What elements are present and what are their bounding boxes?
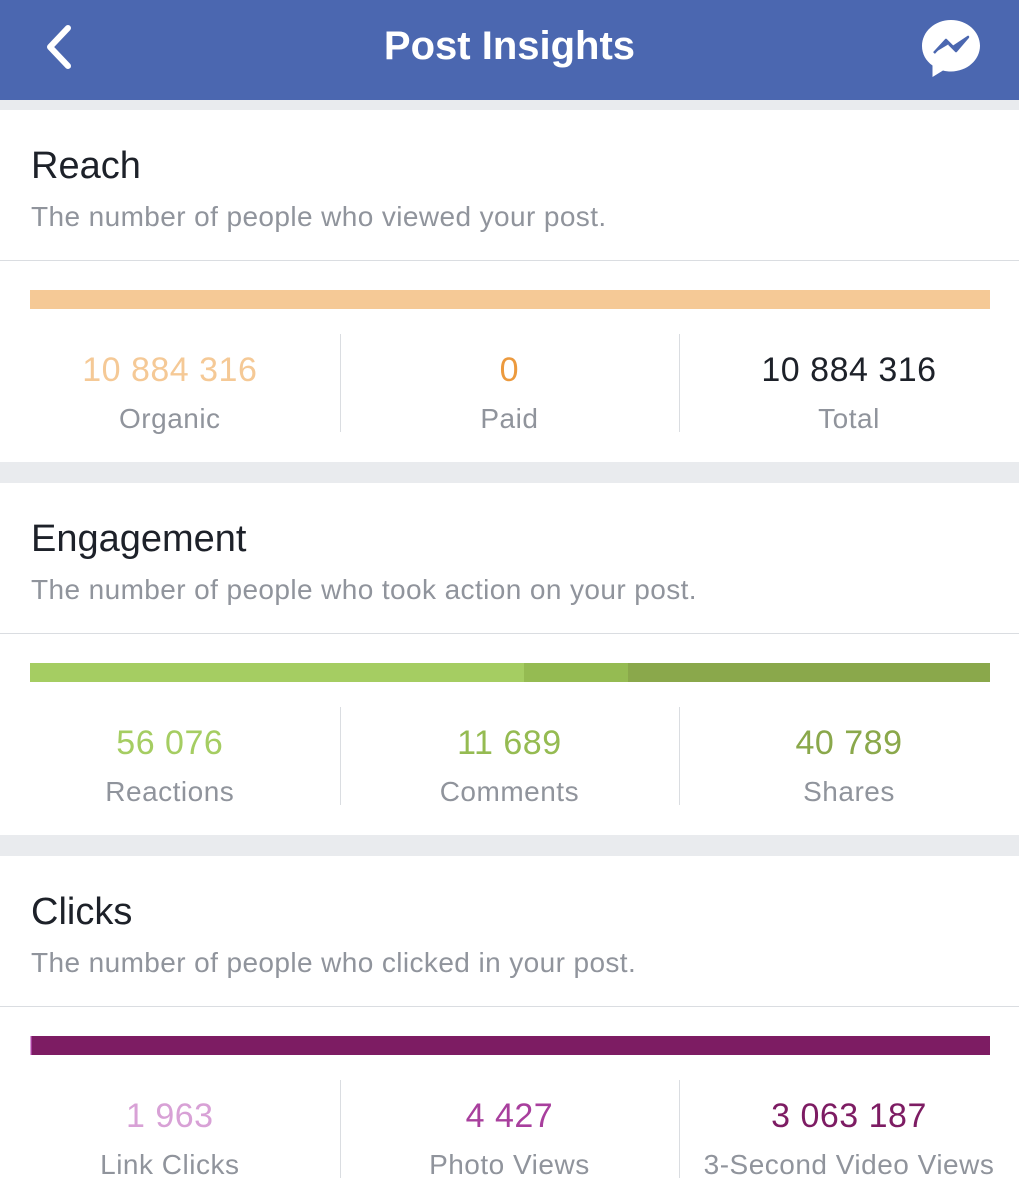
reach-bar <box>30 290 990 309</box>
stat-value: 10 884 316 <box>82 351 258 389</box>
reach-header: Reach The number of people who viewed yo… <box>0 110 1019 261</box>
nav-bar: Post Insights <box>0 0 1019 100</box>
bar-segment <box>30 663 525 682</box>
stat-label: Total <box>818 403 880 434</box>
stat-total[interactable]: 10 884 316 Total <box>679 334 1019 434</box>
stat-label: Reactions <box>105 776 235 807</box>
stat-value: 40 789 <box>795 724 903 762</box>
stat-value: 56 076 <box>116 724 224 762</box>
stat-organic[interactable]: 10 884 316 Organic <box>0 334 340 434</box>
back-button[interactable] <box>40 24 80 70</box>
stat-value: 3 063 187 <box>771 1097 927 1135</box>
reach-section: Reach The number of people who viewed yo… <box>0 110 1019 462</box>
engagement-stats: 56 076 Reactions 11 689 Comments 40 789 … <box>0 707 1019 807</box>
stat-shares[interactable]: 40 789 Shares <box>679 707 1019 807</box>
stat-label: Paid <box>480 403 539 434</box>
clicks-bar <box>30 1036 990 1055</box>
stat-video-views[interactable]: 3 063 187 3-Second Video Views <box>679 1080 1019 1180</box>
reach-title: Reach <box>31 145 141 187</box>
stat-value: 0 <box>499 351 520 389</box>
reach-stats: 10 884 316 Organic 0 Paid 10 884 316 Tot… <box>0 334 1019 434</box>
stat-label: Link Clicks <box>100 1149 240 1180</box>
stat-label: Shares <box>803 776 895 807</box>
reach-description: The number of people who viewed your pos… <box>31 201 607 232</box>
engagement-section: Engagement The number of people who took… <box>0 483 1019 835</box>
bar-segment <box>30 1036 32 1055</box>
stat-reactions[interactable]: 56 076 Reactions <box>0 707 340 807</box>
engagement-header: Engagement The number of people who took… <box>0 483 1019 634</box>
stat-label: Organic <box>119 403 221 434</box>
bar-segment <box>30 290 990 309</box>
stat-value: 4 427 <box>465 1097 554 1135</box>
page-title: Post Insights <box>383 24 636 68</box>
stat-value: 10 884 316 <box>761 351 937 389</box>
stat-label: 3-Second Video Views <box>703 1149 995 1180</box>
stat-label: Comments <box>439 776 580 807</box>
clicks-description: The number of people who clicked in your… <box>31 947 637 978</box>
clicks-stats: 1 963 Link Clicks 4 427 Photo Views 3 06… <box>0 1080 1019 1180</box>
messenger-button[interactable] <box>918 16 984 80</box>
clicks-section: Clicks The number of people who clicked … <box>0 856 1019 1200</box>
engagement-title: Engagement <box>31 518 247 560</box>
stat-paid[interactable]: 0 Paid <box>339 334 680 434</box>
bar-segment <box>628 663 990 682</box>
stat-photo-views[interactable]: 4 427 Photo Views <box>339 1080 680 1180</box>
stat-comments[interactable]: 11 689 Comments <box>339 707 680 807</box>
chevron-left-icon <box>47 25 71 69</box>
engagement-bar <box>30 663 990 682</box>
stat-link-clicks[interactable]: 1 963 Link Clicks <box>0 1080 340 1180</box>
clicks-title: Clicks <box>31 891 133 933</box>
clicks-header: Clicks The number of people who clicked … <box>0 856 1019 1007</box>
stat-value: 1 963 <box>126 1097 214 1135</box>
stat-label: Photo Views <box>429 1149 590 1180</box>
bar-segment <box>31 1036 990 1055</box>
bar-segment <box>524 663 629 682</box>
messenger-icon <box>922 20 980 77</box>
bar-segment <box>30 1036 31 1055</box>
stat-value: 11 689 <box>457 724 562 762</box>
engagement-description: The number of people who took action on … <box>31 574 697 605</box>
